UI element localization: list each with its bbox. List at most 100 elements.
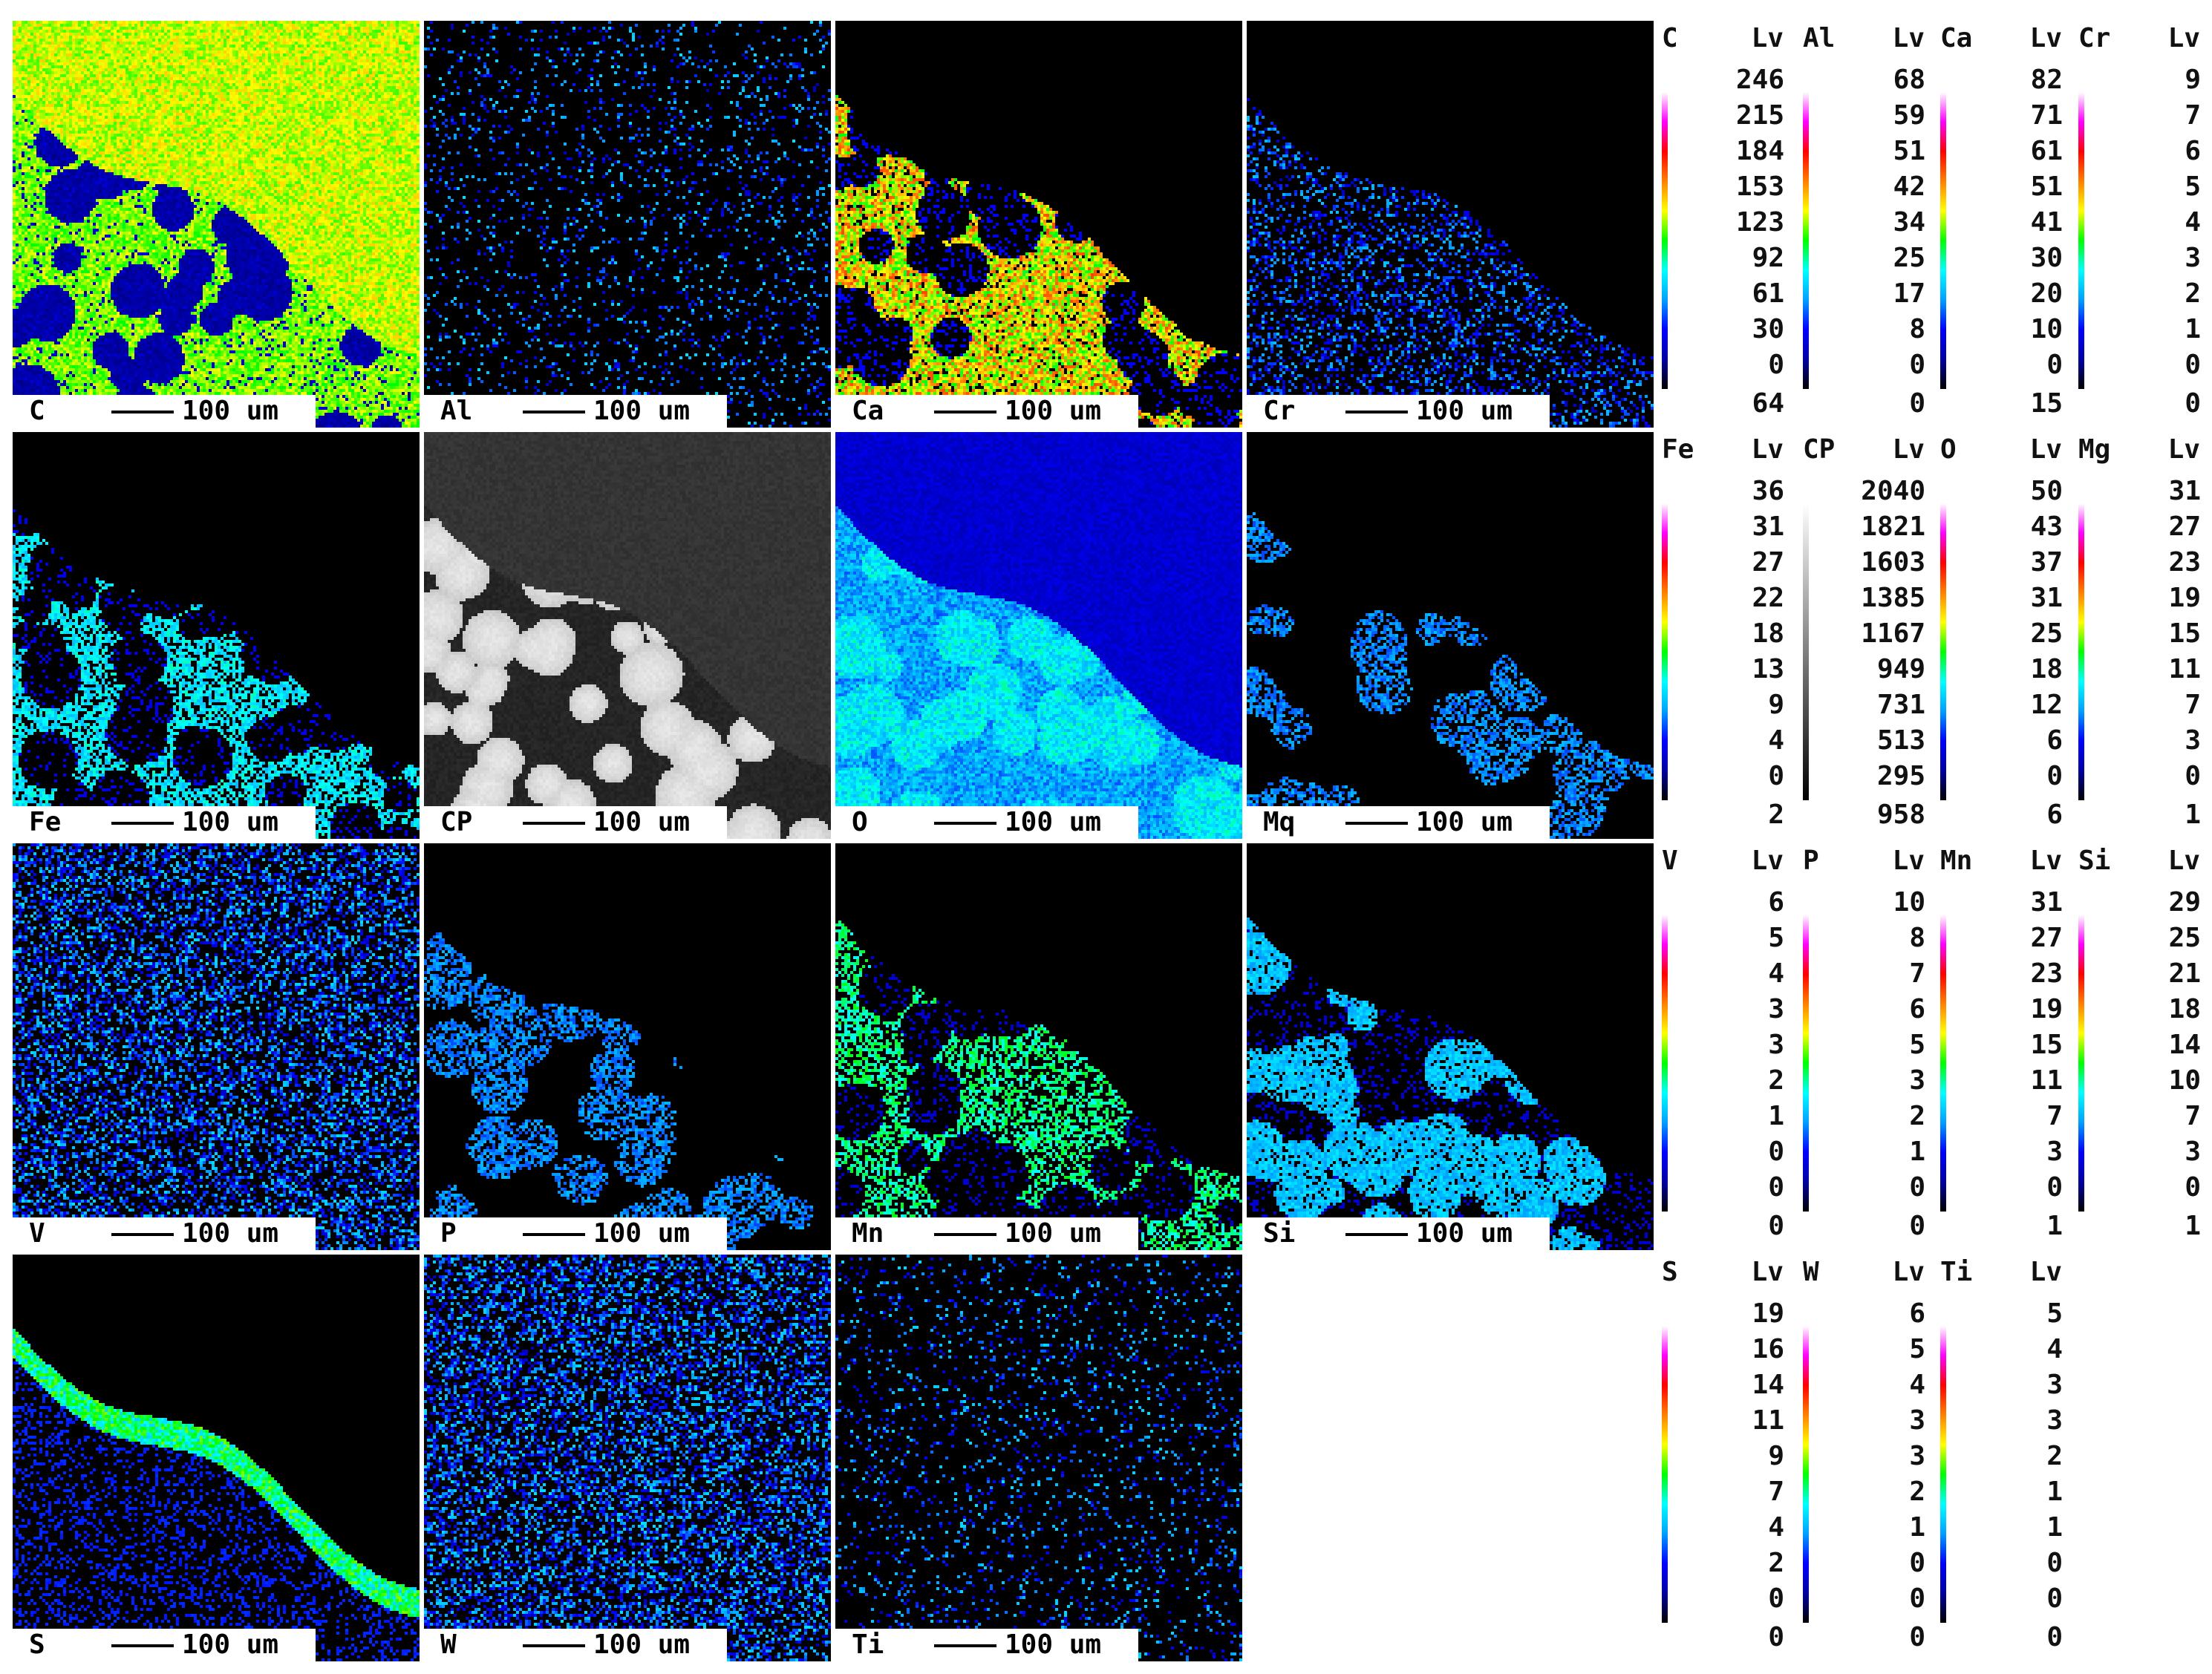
scale-bar-box: O 100 um bbox=[835, 806, 1138, 839]
scale-unit-label: Lv bbox=[1892, 1257, 1925, 1287]
element-map-cp: CP 100 um bbox=[424, 432, 831, 839]
scale-unit-label: Lv bbox=[2029, 434, 2062, 465]
scale-level-value: 9 bbox=[2185, 65, 2201, 95]
map-image bbox=[13, 21, 420, 428]
scale-unit-label: Lv bbox=[2029, 23, 2062, 53]
element-map-o: O 100 um bbox=[835, 432, 1242, 839]
scale-element-label: Fe bbox=[1662, 434, 1694, 465]
map-element-label: W bbox=[440, 1629, 457, 1660]
scale-level-value: 0 bbox=[1909, 1548, 1925, 1578]
scale-level-value: 2 bbox=[1768, 1065, 1784, 1096]
scale-bar-line bbox=[523, 411, 585, 413]
scale-color-bar bbox=[1940, 915, 1946, 1212]
scale-color-bar bbox=[1940, 92, 1946, 389]
map-image bbox=[835, 432, 1242, 839]
scale-level-value: 10 bbox=[2168, 1065, 2201, 1096]
scale-color-bar bbox=[1662, 915, 1668, 1212]
scale-level-value: 37 bbox=[2030, 547, 2063, 578]
scale-level-value: 3 bbox=[1909, 1065, 1925, 1096]
map-element-label: C bbox=[29, 396, 45, 426]
scale-level-value: 1 bbox=[1909, 1137, 1925, 1167]
scale-extra-value: 1 bbox=[2185, 1211, 2201, 1241]
element-map-c: C 100 um bbox=[13, 21, 420, 428]
scale-bar-line bbox=[934, 822, 996, 825]
scale-level-value: 5 bbox=[1909, 1030, 1925, 1060]
scale-element-label: P bbox=[1803, 846, 1819, 876]
element-map-ti: Ti 100 um bbox=[835, 1255, 1242, 1661]
scale-level-value: 3 bbox=[2185, 243, 2201, 273]
scale-color-bar bbox=[2078, 92, 2084, 389]
map-element-label: Mn bbox=[852, 1218, 884, 1249]
scale-element-label: Ca bbox=[1940, 23, 1973, 53]
scale-level-value: 6 bbox=[2185, 136, 2201, 166]
scale-level-value: 3 bbox=[2046, 1405, 2063, 1436]
scale-level-value: 16 bbox=[1752, 1334, 1784, 1364]
scale-level-value: 82 bbox=[2030, 65, 2063, 95]
scale-level-value: 1385 bbox=[1861, 583, 1925, 613]
scale-bar-line bbox=[523, 822, 585, 825]
scale-level-value: 14 bbox=[1752, 1370, 1784, 1400]
scale-bar-box: P 100 um bbox=[424, 1217, 727, 1250]
scale-level-value: 949 bbox=[1876, 654, 1925, 684]
scale-color-bar bbox=[2078, 915, 2084, 1212]
scale-bar-line bbox=[934, 411, 996, 413]
scale-color-bar bbox=[1803, 915, 1809, 1212]
scale-extra-value: 2 bbox=[1768, 800, 1784, 830]
scale-extra-value: 0 bbox=[1909, 1211, 1925, 1241]
map-element-label: Al bbox=[440, 396, 473, 426]
scale-level-value: 5 bbox=[2046, 1298, 2063, 1329]
element-map-mn: Mn 100 um bbox=[835, 843, 1242, 1250]
scale-level-value: 61 bbox=[2030, 136, 2063, 166]
scale-bar-line bbox=[111, 411, 174, 413]
map-image bbox=[835, 1255, 1242, 1661]
scale-bar-box: Ca 100 um bbox=[835, 395, 1138, 428]
scale-color-bar bbox=[1803, 92, 1809, 389]
scale-bar-length: 100 um bbox=[593, 1629, 691, 1660]
scale-level-value: 2 bbox=[1909, 1101, 1925, 1131]
scale-level-value: 0 bbox=[2046, 1172, 2063, 1203]
scale-color-bar bbox=[1662, 503, 1668, 800]
scale-level-value: 7 bbox=[2046, 1101, 2063, 1131]
scale-unit-label: Lv bbox=[1892, 434, 1925, 465]
scale-bar-length: 100 um bbox=[1416, 807, 1513, 837]
scale-level-value: 0 bbox=[1909, 350, 1925, 380]
scale-bar-box: Mn 100 um bbox=[835, 1217, 1138, 1250]
scale-level-value: 5 bbox=[1909, 1334, 1925, 1364]
scale-level-value: 22 bbox=[1752, 583, 1784, 613]
map-element-label: Ti bbox=[852, 1629, 884, 1660]
scale-level-value: 2 bbox=[1909, 1477, 1925, 1507]
scale-level-value: 4 bbox=[1768, 958, 1784, 989]
scale-level-value: 0 bbox=[1768, 350, 1784, 380]
scale-level-value: 1 bbox=[2046, 1512, 2063, 1543]
scale-color-bar bbox=[1662, 1326, 1668, 1623]
scale-unit-label: Lv bbox=[2167, 23, 2200, 53]
scale-element-label: Mn bbox=[1940, 846, 1973, 876]
scale-level-value: 61 bbox=[1752, 278, 1784, 309]
scale-unit-label: Lv bbox=[2029, 846, 2062, 876]
scale-bar-box: S 100 um bbox=[13, 1629, 316, 1661]
element-map-mg: Mq 100 um bbox=[1247, 432, 1654, 839]
map-element-label: P bbox=[440, 1218, 457, 1249]
scale-unit-label: Lv bbox=[1751, 1257, 1784, 1287]
scale-level-value: 1 bbox=[2046, 1477, 2063, 1507]
scale-level-value: 31 bbox=[2168, 476, 2201, 506]
map-element-label: CP bbox=[440, 807, 473, 837]
scale-level-value: 246 bbox=[1735, 65, 1784, 95]
scale-bar-length: 100 um bbox=[182, 396, 279, 426]
scale-bar-length: 100 um bbox=[182, 807, 279, 837]
scale-bar-box: Al 100 um bbox=[424, 395, 727, 428]
scale-level-value: 8 bbox=[1909, 314, 1925, 344]
scale-bar-line bbox=[523, 1233, 585, 1236]
scale-bar-length: 100 um bbox=[1005, 1629, 1102, 1660]
scale-color-bar bbox=[1662, 92, 1668, 389]
scale-bar-length: 100 um bbox=[182, 1218, 279, 1249]
scale-level-value: 4 bbox=[1768, 1512, 1784, 1543]
scale-element-label: Cr bbox=[2078, 23, 2111, 53]
scale-level-value: 3 bbox=[1768, 1030, 1784, 1060]
scale-level-value: 1603 bbox=[1861, 547, 1925, 578]
scale-level-value: 10 bbox=[2030, 314, 2063, 344]
scale-bar-length: 100 um bbox=[1005, 807, 1102, 837]
scale-level-value: 15 bbox=[2030, 1030, 2063, 1060]
scale-level-value: 0 bbox=[1909, 1172, 1925, 1203]
scale-bar-line bbox=[1345, 411, 1408, 413]
